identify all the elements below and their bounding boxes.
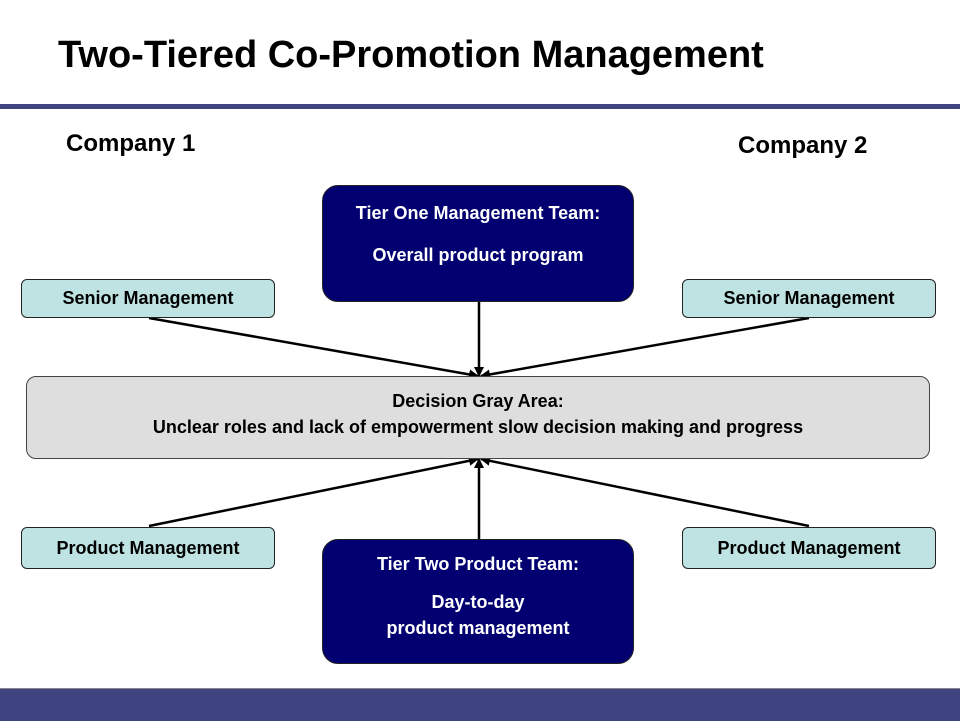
product-management-right-label: Product Management	[717, 537, 901, 558]
product-management-left-box: Product Management	[21, 527, 275, 569]
senior-management-right-box: Senior Management	[682, 279, 936, 318]
gray-area-heading: Decision Gray Area:	[392, 391, 564, 411]
decision-gray-area-box: Decision Gray Area: Unclear roles and la…	[26, 376, 930, 459]
tier-one-description: Overall product program	[372, 245, 584, 265]
tier-two-product-box: Tier Two Product Team: Day-to-day produc…	[322, 539, 634, 664]
footer-bar	[0, 688, 960, 721]
title-divider	[0, 104, 960, 109]
company-1-label: Company 1	[66, 130, 196, 157]
page-title: Two-Tiered Co-Promotion Management	[58, 34, 764, 76]
gray-area-description: Unclear roles and lack of empowerment sl…	[152, 417, 804, 437]
tier-one-management-box: Tier One Management Team: Overall produc…	[322, 185, 634, 302]
tier-one-heading: Tier One Management Team:	[355, 203, 601, 223]
senior-management-left-box: Senior Management	[21, 279, 275, 318]
tier-two-line-2: product management	[386, 618, 570, 638]
senior-management-left-label: Senior Management	[62, 288, 234, 308]
company-2-label: Company 2	[738, 132, 868, 159]
senior-management-right-label: Senior Management	[723, 288, 895, 308]
tier-two-line-1: Day-to-day	[431, 592, 525, 612]
arrow-senior-left-to-gray	[148, 316, 479, 380]
product-management-right-box: Product Management	[682, 527, 936, 569]
tier-two-heading: Tier Two Product Team:	[376, 554, 580, 574]
arrow-senior-right-to-gray	[480, 316, 810, 380]
product-management-left-label: Product Management	[56, 537, 240, 558]
arrow-product-right-to-gray	[480, 455, 810, 528]
arrow-product-left-to-gray	[148, 455, 479, 528]
